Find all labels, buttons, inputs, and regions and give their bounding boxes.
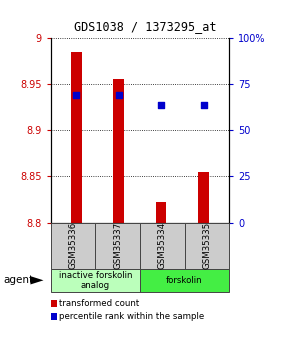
- Point: [116, 92, 121, 97]
- Bar: [156, 202, 166, 223]
- Text: GDS1038 / 1373295_at: GDS1038 / 1373295_at: [74, 20, 216, 33]
- Text: agent: agent: [3, 275, 33, 285]
- Text: inactive forskolin
analog: inactive forskolin analog: [59, 270, 132, 290]
- Point: [159, 102, 164, 108]
- Text: forskolin: forskolin: [166, 276, 203, 285]
- Bar: [71, 52, 81, 223]
- Bar: [198, 172, 209, 223]
- Bar: [113, 79, 124, 223]
- Point: [74, 92, 79, 97]
- Point: [201, 102, 206, 108]
- Text: GSM35334: GSM35334: [158, 222, 167, 269]
- Text: GSM35337: GSM35337: [113, 222, 122, 269]
- Text: percentile rank within the sample: percentile rank within the sample: [59, 312, 204, 321]
- Text: GSM35336: GSM35336: [68, 222, 77, 269]
- Text: GSM35335: GSM35335: [202, 222, 211, 269]
- Text: transformed count: transformed count: [59, 299, 139, 308]
